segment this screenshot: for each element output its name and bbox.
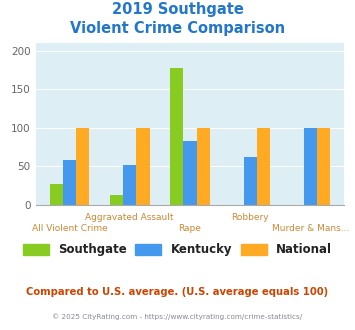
- Bar: [244, 157, 257, 205]
- Text: 2019 Southgate: 2019 Southgate: [111, 2, 244, 16]
- Text: © 2025 CityRating.com - https://www.cityrating.com/crime-statistics/: © 2025 CityRating.com - https://www.city…: [53, 314, 302, 320]
- Text: Rape: Rape: [179, 224, 201, 233]
- Bar: [123, 165, 136, 205]
- Bar: [257, 128, 270, 205]
- Bar: [50, 184, 63, 205]
- Bar: [317, 128, 330, 205]
- Text: Violent Crime Comparison: Violent Crime Comparison: [70, 21, 285, 36]
- Bar: [76, 128, 89, 205]
- Bar: [183, 141, 197, 205]
- Text: Compared to U.S. average. (U.S. average equals 100): Compared to U.S. average. (U.S. average …: [26, 287, 329, 297]
- Bar: [170, 68, 183, 205]
- Text: Aggravated Assault: Aggravated Assault: [86, 213, 174, 222]
- Bar: [110, 195, 123, 205]
- Bar: [197, 128, 210, 205]
- Bar: [136, 128, 149, 205]
- Text: Robbery: Robbery: [231, 213, 269, 222]
- Legend: Southgate, Kentucky, National: Southgate, Kentucky, National: [23, 244, 332, 256]
- Bar: [63, 160, 76, 205]
- Text: Murder & Mans...: Murder & Mans...: [272, 224, 349, 233]
- Bar: [304, 128, 317, 205]
- Text: All Violent Crime: All Violent Crime: [32, 224, 107, 233]
